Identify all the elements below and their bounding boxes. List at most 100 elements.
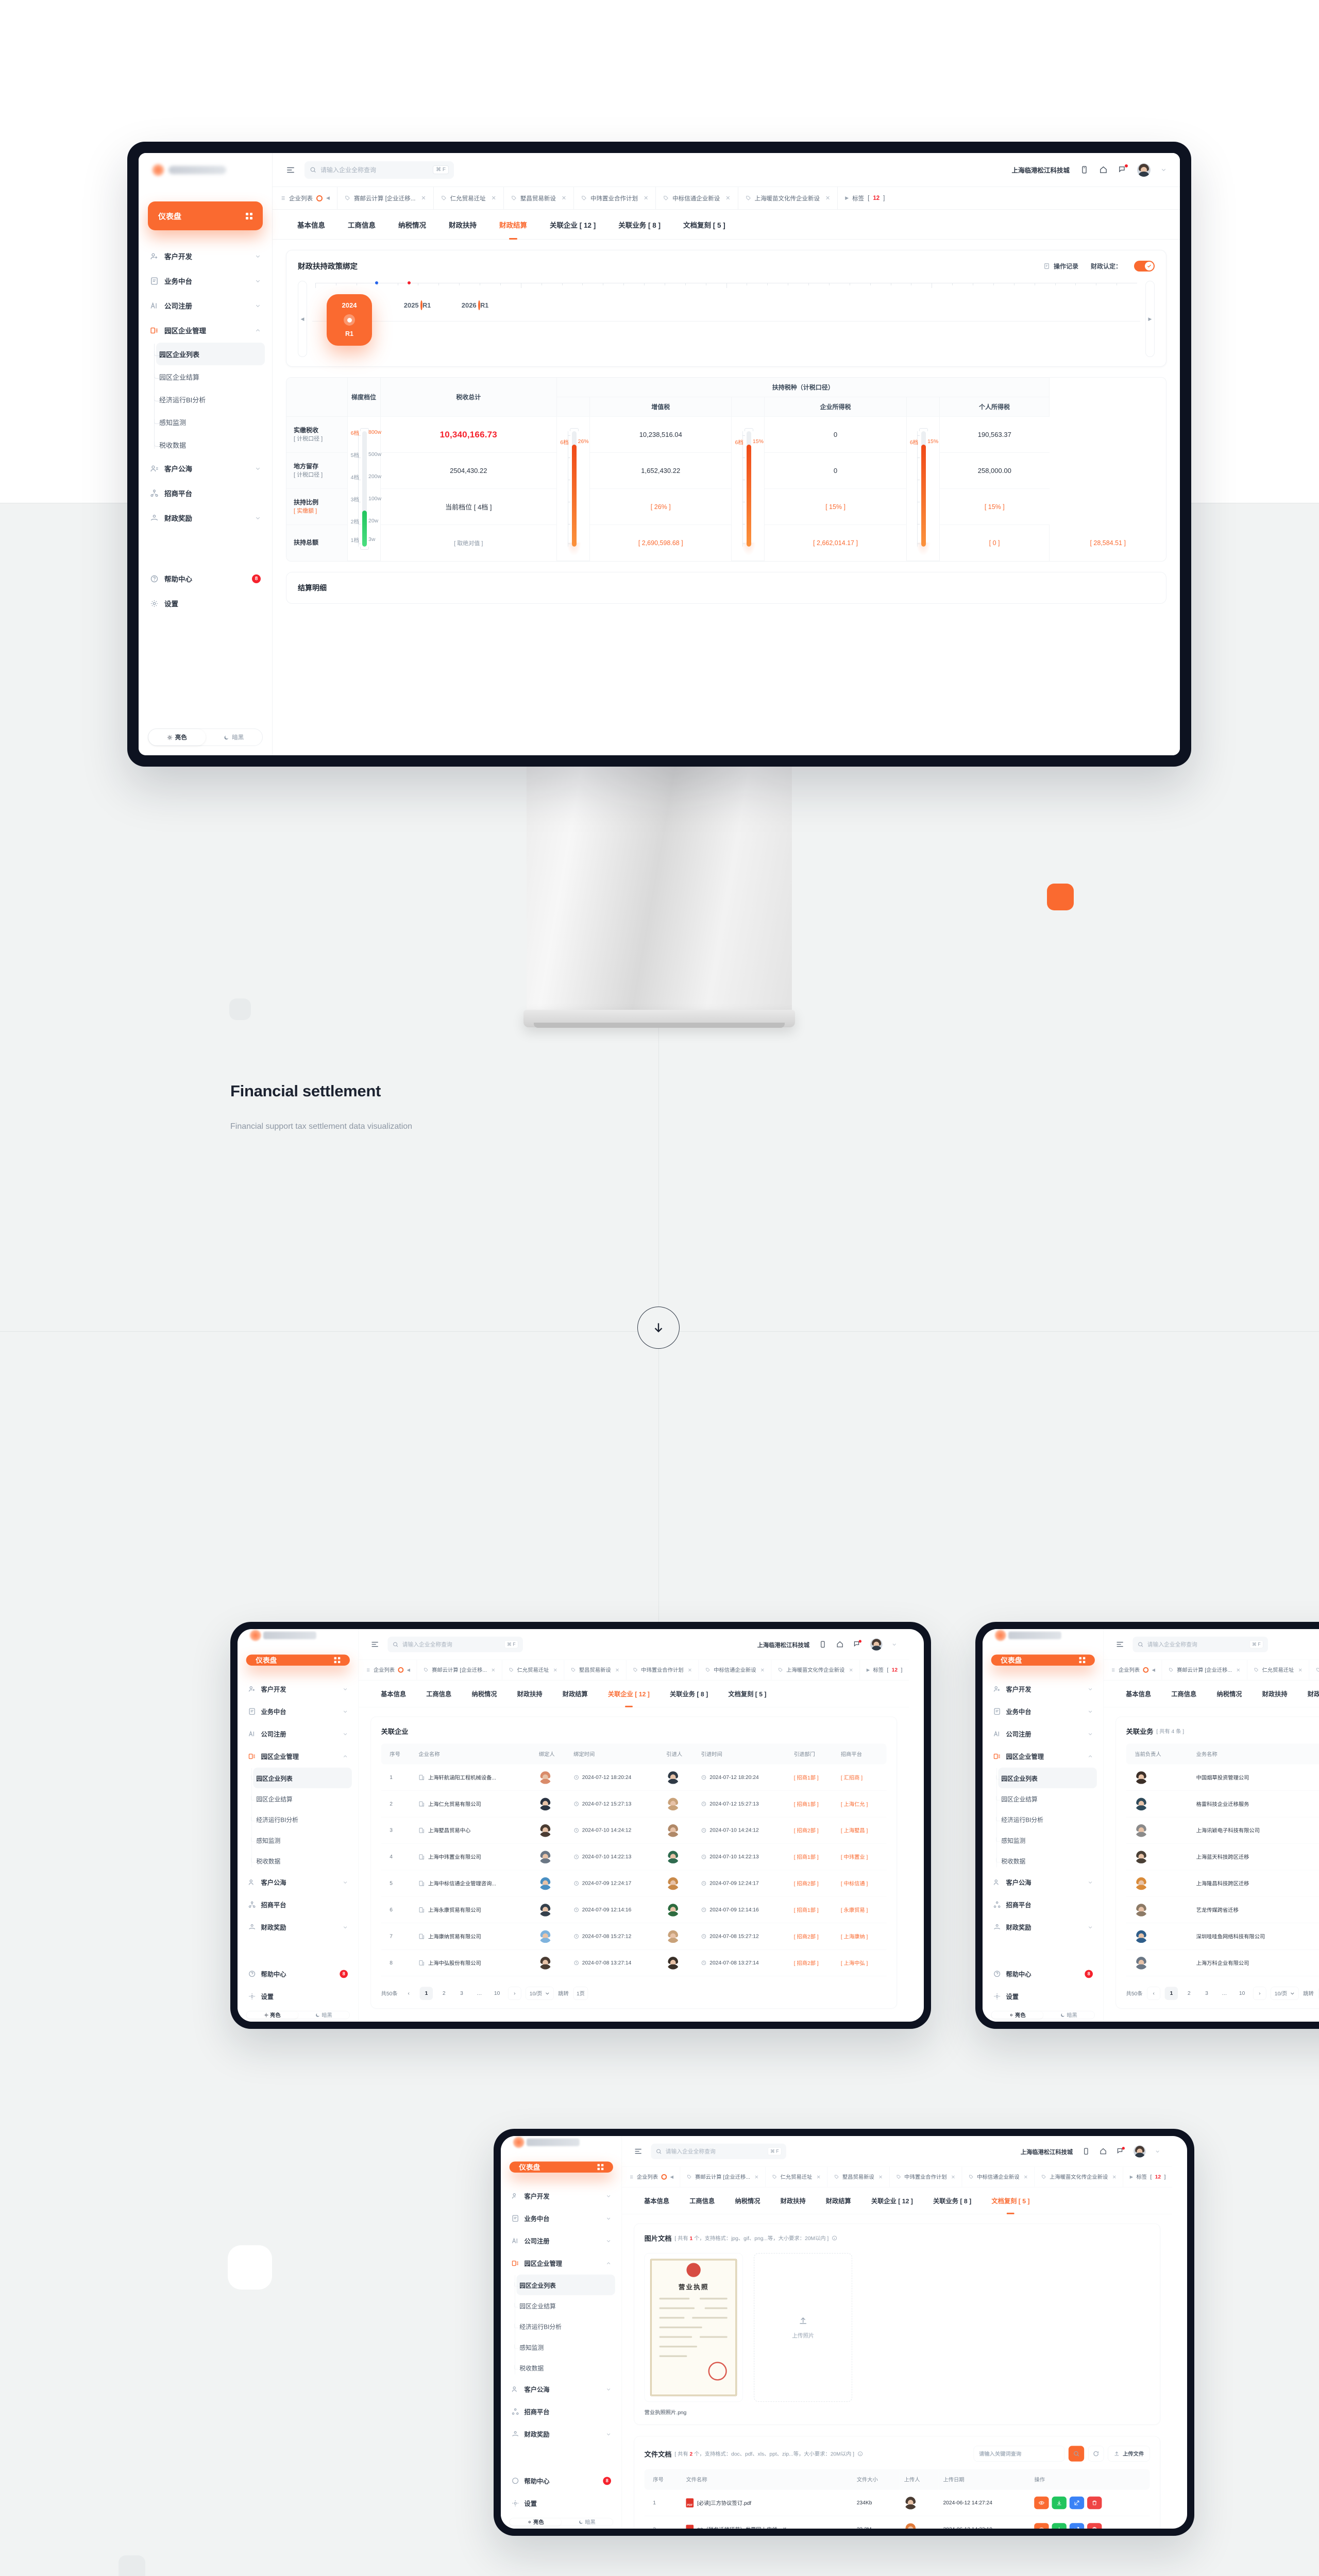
sidebar-item-help-center[interactable]: 帮助中心 8 (139, 566, 272, 591)
enterprise-tab[interactable]: 墅昌贸易新设 ✕ (564, 1659, 627, 1680)
sidebar-item-customer-dev[interactable]: 客户开发 (983, 1678, 1104, 1701)
tab-fiscal-settlement[interactable]: 财政结算 (1297, 1680, 1319, 1707)
table-row[interactable]: 艺龙传媒跨省迁移162,200.00 (1126, 1896, 1319, 1923)
tab-business-info[interactable]: 工商信息 (1161, 1680, 1207, 1707)
sidebar-item-investment-platform[interactable]: 招商平台 (139, 481, 272, 505)
enterprise-tab[interactable]: 中玮置业合作计划 ✕ (626, 1659, 699, 1680)
enterprise-list-tab[interactable]: 企业列表 ◀ (359, 1659, 417, 1680)
tab-basic-info[interactable]: 基本信息 (634, 2187, 680, 2214)
close-icon[interactable]: ✕ (553, 1667, 557, 1673)
pagination-prev[interactable]: ‹ (408, 1990, 410, 1996)
sidebar-item-park-enterprise-mgmt[interactable]: 园区企业管理 (139, 318, 272, 343)
table-row[interactable]: 格雷科技企业迁移服务246,200.00 (1126, 1790, 1319, 1818)
pagination-page[interactable]: 2 (442, 1990, 446, 1996)
delete-button[interactable] (1087, 2496, 1102, 2510)
theme-dark-option[interactable]: 暗黑 (206, 729, 263, 745)
table-row[interactable]: 3 上海墅昌贸易中心 2024-07-10 14:24:12 2024-07-10 1… (381, 1817, 887, 1844)
pagination-page-size[interactable]: 10/页 (1271, 1987, 1299, 2000)
tab-related-enterprises[interactable]: 关联企业 [ 12 ] (598, 1680, 660, 1707)
table-row[interactable]: 深圳哇哇鱼网络科技有限公司160,500.00 (1126, 1923, 1319, 1950)
upload-file-button[interactable]: 上传文件 (1108, 2446, 1150, 2462)
delete-button[interactable] (1087, 2523, 1102, 2529)
enterprise-tab[interactable]: 上海暖苗文化传企业新设 ✕ (1035, 2166, 1124, 2187)
pagination-page[interactable]: 10 (494, 1990, 500, 1996)
tab-fiscal-settlement[interactable]: 财政结算 (552, 1680, 598, 1707)
timeline-year-2026[interactable]: 2026 R1 (447, 300, 503, 310)
chevron-down-icon[interactable] (892, 1642, 897, 1647)
sidebar-item-help-center[interactable]: 帮助中心 8 (238, 1962, 359, 1985)
close-icon[interactable]: ✕ (1023, 2174, 1028, 2180)
timeline-prev-button[interactable]: ◀ (298, 281, 307, 357)
search-box[interactable]: ⌘ F (305, 161, 454, 179)
sidebar-item-customer-pool[interactable]: 客户公海 (983, 1871, 1104, 1894)
close-icon[interactable]: ✕ (1112, 2174, 1117, 2180)
close-icon[interactable]: ✕ (561, 195, 567, 201)
close-icon[interactable]: ✕ (725, 195, 731, 201)
chevron-left-icon[interactable]: ◀ (326, 195, 330, 200)
table-row[interactable]: 上海隆昌科技跨区迁移182,300.00 (1126, 1870, 1319, 1897)
tab-fiscal-support[interactable]: 财政扶持 (1252, 1680, 1297, 1707)
sidebar-item-park-enterprise-settlement[interactable]: 园区企业结算 (253, 1788, 351, 1809)
tab-business-info[interactable]: 工商信息 (336, 210, 387, 239)
sidebar-item-customer-dev[interactable]: 客户开发 (501, 2185, 622, 2208)
sidebar-item-fiscal-incentives[interactable]: 财政奖励 (238, 1916, 359, 1939)
sidebar-item-customer-pool[interactable]: 客户公海 (139, 456, 272, 481)
close-icon[interactable]: ✕ (687, 1667, 692, 1673)
table-row[interactable]: 7 上海康纳贸易有限公司 2024-07-08 15:27:12 2024-07-08… (381, 1923, 887, 1950)
sidebar-item-help-center[interactable]: 帮助中心 8 (501, 2469, 622, 2492)
tab-tax-status[interactable]: 纳税情况 (1207, 1680, 1252, 1707)
message-icon[interactable] (1117, 2147, 1125, 2155)
table-row[interactable]: 2 上海仁允贸易有限公司 2024-07-12 15:27:13 2024-07-12… (381, 1790, 887, 1818)
message-icon[interactable] (853, 1640, 862, 1648)
sidebar-item-park-enterprise-list[interactable]: 园区企业列表 (253, 1767, 352, 1789)
pagination-page[interactable]: 2 (1187, 1990, 1191, 1996)
theme-light-option[interactable]: 亮色 (148, 729, 206, 745)
close-icon[interactable]: ✕ (491, 195, 496, 201)
close-icon[interactable]: ✕ (849, 1667, 853, 1673)
sidebar-item-bi-analysis[interactable]: 经济运行BI分析 (156, 388, 265, 411)
sidebar-item-customer-dev[interactable]: 客户开发 (139, 244, 272, 268)
chevron-down-icon[interactable] (1155, 2149, 1160, 2154)
sidebar-item-fiscal-incentives[interactable]: 财政奖励 (501, 2423, 622, 2446)
theme-dark-option[interactable]: 暗黑 (298, 2011, 349, 2019)
enterprise-tab[interactable]: 墅昌贸易新设 ✕ (504, 187, 574, 209)
enterprise-tab-more[interactable]: ▶ 标签[12] (1129, 2174, 1166, 2180)
chevron-down-icon[interactable] (1161, 167, 1166, 173)
enterprise-tab[interactable]: 仁允贸易迁址 ✕ (502, 1659, 565, 1680)
sidebar-item-bi-analysis[interactable]: 经济运行BI分析 (998, 1809, 1096, 1829)
enterprise-tab[interactable]: 中玮置业合作计划 ✕ (889, 2166, 962, 2187)
theme-toggle[interactable]: 亮色 暗黑 (991, 2011, 1095, 2020)
theme-toggle[interactable]: 亮色 暗黑 (246, 2011, 350, 2020)
fiscal-recognition-toggle[interactable] (1134, 261, 1155, 272)
close-icon[interactable]: ✕ (615, 1667, 620, 1673)
enterprise-list-tab[interactable]: 企业列表 ◀ (273, 187, 337, 209)
avatar[interactable] (870, 1638, 883, 1651)
tab-related-business[interactable]: 关联业务 [ 8 ] (607, 210, 672, 239)
sidebar-item-business-hub[interactable]: 业务中台 (238, 1700, 359, 1723)
search-input[interactable] (320, 166, 429, 174)
tab-fiscal-support[interactable]: 财政扶持 (770, 2187, 816, 2214)
info-icon[interactable] (832, 2235, 837, 2241)
enterprise-list-tab[interactable]: 企业列表 ◀ (622, 2166, 681, 2187)
search-box[interactable]: ⌘ F (651, 2143, 786, 2159)
tab-business-info[interactable]: 工商信息 (416, 1680, 462, 1707)
tab-tax-status[interactable]: 纳税情况 (725, 2187, 770, 2214)
timeline-year-2024[interactable]: 2024 R1 (327, 294, 372, 346)
tab-business-info[interactable]: 工商信息 (680, 2187, 725, 2214)
enterprise-tab[interactable]: 仁允贸易迁址 ✕ (434, 187, 504, 209)
share-button[interactable] (1069, 2496, 1085, 2510)
sidebar-item-park-enterprise-list[interactable]: 园区企业列表 (516, 2274, 615, 2296)
timeline-next-button[interactable]: ▶ (1145, 281, 1155, 357)
close-icon[interactable]: ✕ (421, 195, 426, 201)
table-row[interactable]: 上海讯颖电子科技有限公司204,200.00 (1126, 1817, 1319, 1844)
sidebar-item-park-enterprise-mgmt[interactable]: 园区企业管理 (238, 1745, 359, 1768)
keyword-search-input[interactable]: 请输入关键词查询 (973, 2446, 1064, 2462)
pagination-page-size[interactable]: 10/页 (526, 1987, 554, 2000)
content-scroll-area[interactable]: 图片文档 [ 共有 1 个，支持格式：jpg、gif、png...等，大小要求：… (622, 2214, 1173, 2529)
close-icon[interactable]: ✕ (491, 1667, 496, 1673)
theme-dark-option[interactable]: 暗黑 (1043, 2011, 1094, 2019)
sidebar-item-tax-data[interactable]: 税收数据 (253, 1850, 351, 1871)
view-button[interactable] (1034, 2496, 1049, 2510)
sidebar-item-settings[interactable]: 设置 (501, 2492, 622, 2515)
enterprise-list-tab[interactable]: 企业列表 ◀ (1104, 1659, 1162, 1680)
